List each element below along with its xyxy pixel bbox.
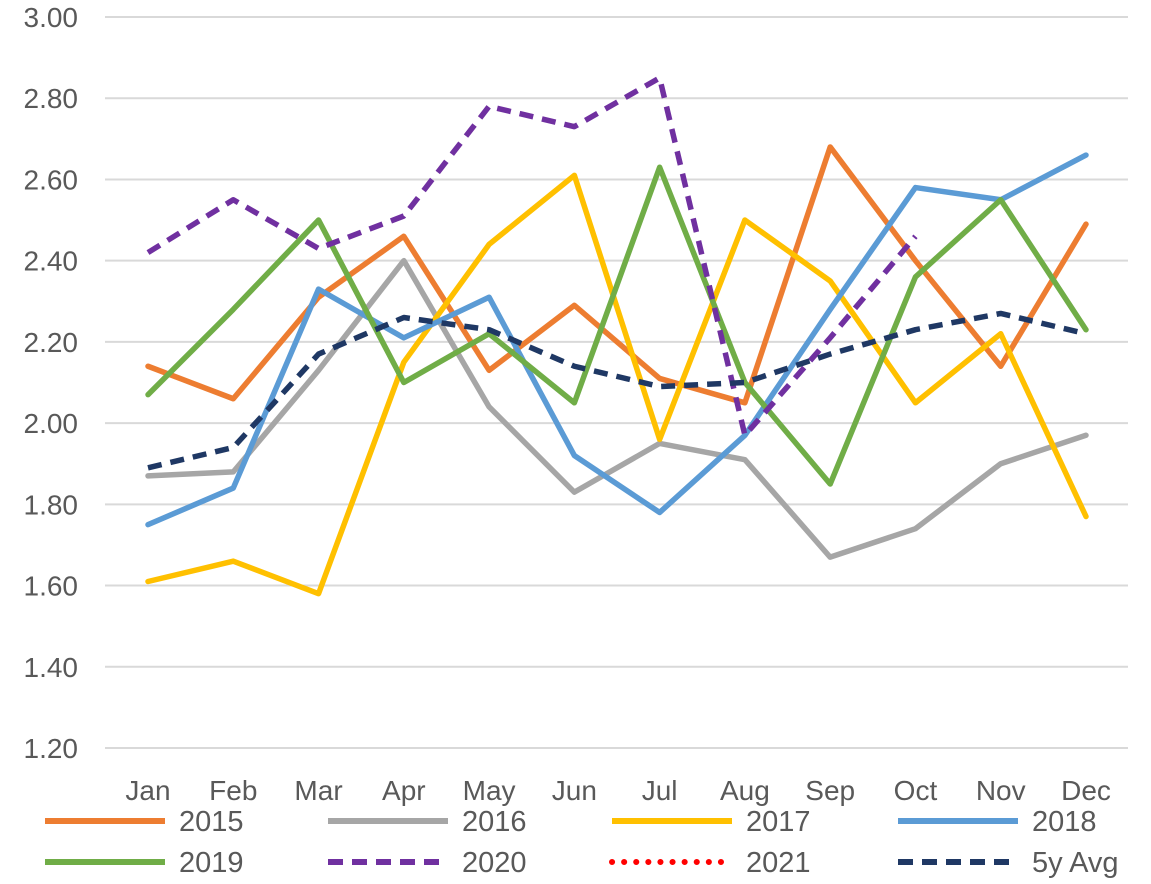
legend-label-2016: 2016	[462, 806, 527, 838]
x-tick-label-apr: Apr	[382, 775, 426, 806]
legend-label-5y-avg: 5y Avg	[1032, 847, 1119, 879]
legend-item-2015: 2015	[45, 806, 244, 838]
legend-item-5y-avg: 5y Avg	[898, 847, 1119, 879]
legend-item-2020: 2020	[328, 847, 527, 879]
x-axis-labels: Jan Feb Mar Apr May Jun Jul Aug Sep Oct Nov Dec	[125, 775, 1110, 806]
legend-label-2020: 2020	[462, 847, 527, 879]
legend-label-2017: 2017	[746, 806, 811, 838]
legend-item-2021: 2021	[609, 847, 811, 879]
series-line-5y-avg	[147, 310, 1087, 471]
x-tick-label-mar: Mar	[294, 775, 342, 806]
y-axis-labels: 3.00 2.80 2.60 2.40 2.20 2.00 1.80 1.60 1.40 1.20	[24, 2, 79, 764]
y-tick-label: 3.00	[24, 2, 79, 33]
x-tick-label-may: May	[463, 775, 516, 806]
x-tick-label-oct: Oct	[894, 775, 938, 806]
y-tick-label: 2.60	[24, 164, 79, 195]
y-tick-label: 2.80	[24, 83, 79, 114]
y-tick-label: 1.60	[24, 571, 79, 602]
legend-item-2018: 2018	[898, 806, 1097, 838]
x-tick-label-feb: Feb	[209, 775, 257, 806]
x-tick-label-aug: Aug	[720, 775, 770, 806]
y-tick-label: 2.20	[24, 327, 79, 358]
series-lines	[145, 75, 1089, 597]
series-line-2020	[146, 75, 918, 439]
x-tick-label-sep: Sep	[805, 775, 855, 806]
x-tick-label-jun: Jun	[552, 775, 597, 806]
y-tick-label: 1.80	[24, 489, 79, 520]
legend-label-2015: 2015	[179, 806, 244, 838]
y-tick-label: 2.00	[24, 408, 79, 439]
legend-item-2016: 2016	[328, 806, 527, 838]
series-line-2015	[145, 144, 1089, 406]
x-tick-label-nov: Nov	[976, 775, 1026, 806]
y-tick-label: 1.20	[24, 733, 79, 764]
legend-label-2019: 2019	[179, 847, 244, 879]
x-tick-label-jul: Jul	[642, 775, 678, 806]
x-tick-label-jan: Jan	[125, 775, 170, 806]
series-line-2017	[145, 172, 1089, 597]
legend-item-2017: 2017	[612, 806, 811, 838]
legend-label-2018: 2018	[1032, 806, 1097, 838]
y-tick-label: 1.40	[24, 652, 79, 683]
legend: 2015 2016 2017 2018 2019 2020 2021 5y Avg	[45, 806, 1119, 879]
series-line-2019	[145, 164, 1089, 487]
legend-item-2019: 2019	[45, 847, 244, 879]
series-line-2016	[145, 257, 1089, 560]
legend-label-2021: 2021	[746, 847, 811, 879]
series-line-2018	[145, 152, 1089, 528]
x-tick-label-dec: Dec	[1061, 775, 1111, 806]
y-tick-label: 2.40	[24, 246, 79, 277]
gridlines	[105, 16, 1128, 749]
